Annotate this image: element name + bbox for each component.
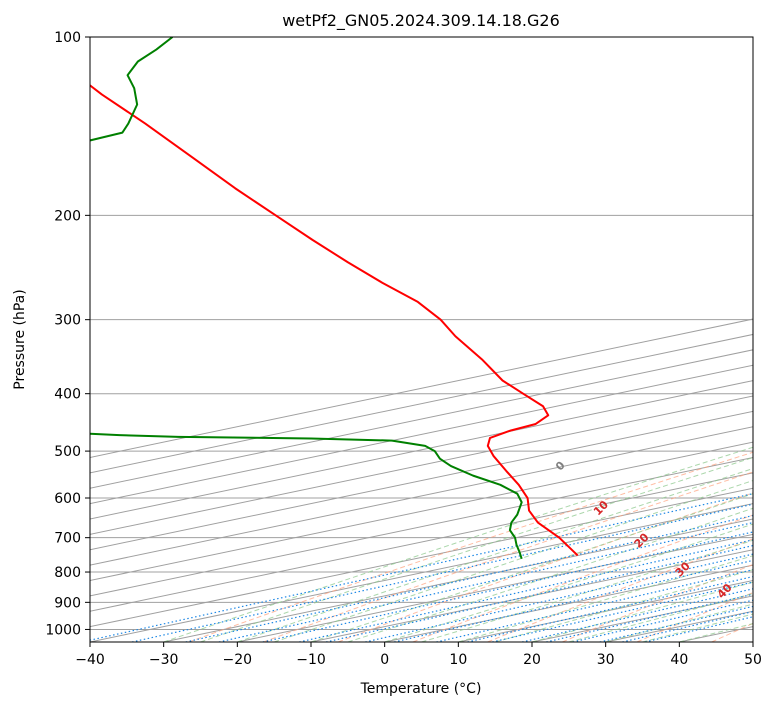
isotherm-line xyxy=(90,426,753,566)
dry-adiabat-line xyxy=(562,564,753,642)
mixing-ratio-line xyxy=(645,616,753,642)
moist-adiabat-line xyxy=(237,468,753,642)
moist-adiabat-line xyxy=(458,555,753,642)
moist-adiabats xyxy=(163,446,753,642)
isotherm-line xyxy=(90,333,753,474)
dry-adiabat-line xyxy=(636,592,753,642)
isotherm-line xyxy=(752,641,753,642)
plot-frame xyxy=(89,36,754,643)
x-axis-label: Temperature (°C) xyxy=(360,681,482,697)
temperature-profile-line xyxy=(90,84,579,557)
chart-title: wetPf2_GN05.2024.309.14.18.G26 xyxy=(282,11,560,31)
sounding-profiles xyxy=(90,37,579,560)
y-tick-label: 100 xyxy=(54,30,81,46)
isotherm-line xyxy=(90,349,753,489)
y-tick-label: 700 xyxy=(54,531,81,547)
isotherm-line xyxy=(90,472,753,612)
y-tick-label: 600 xyxy=(54,491,81,507)
x-tick-label: 0 xyxy=(380,652,389,668)
isotherm-line xyxy=(90,410,753,551)
mixing-ratio-line xyxy=(492,581,753,642)
mixing-ratio-line xyxy=(436,569,753,642)
isotherm-line xyxy=(90,395,753,535)
y-tick-label: 400 xyxy=(54,387,81,403)
isotherm-line xyxy=(90,364,753,505)
mixing-ratio-line xyxy=(521,588,753,642)
isotherm-line xyxy=(90,318,753,458)
dry-adiabat-line xyxy=(188,451,753,642)
isotherm-line xyxy=(237,533,753,642)
moist-adiabat-line xyxy=(495,569,753,642)
mixing-ratio-line xyxy=(546,593,753,642)
x-tick-label: 40 xyxy=(670,652,688,668)
moist-adiabat-label: 40 xyxy=(715,581,735,601)
isotherm-grid xyxy=(90,318,753,642)
dry-adiabat-line xyxy=(263,471,753,642)
x-tick-label: 30 xyxy=(597,652,615,668)
mixing-ratio-line xyxy=(90,493,753,641)
y-tick-label: 1000 xyxy=(45,622,81,638)
x-tick-label: −40 xyxy=(75,652,105,668)
moist-adiabat-line xyxy=(347,507,753,642)
y-axis-ticks: 100 200 300 400 500 600 700 800 900 1000 xyxy=(45,30,90,638)
y-tick-label: 800 xyxy=(54,565,81,581)
y-tick-label: 900 xyxy=(54,595,81,611)
moist-adiabat-line xyxy=(200,457,753,642)
isotherm-line xyxy=(90,487,753,628)
moist-adiabat-line xyxy=(531,581,753,642)
dry-adiabat-line xyxy=(338,492,753,642)
mixing-ratio-line xyxy=(572,599,753,642)
x-axis-ticks: −40 −30 −20 −10 0 10 20 30 40 50 xyxy=(75,642,762,668)
moist-adiabat-line xyxy=(642,613,753,642)
plot-area: 0.10.20.40.611.52346810131620253036−100−… xyxy=(90,37,753,642)
isobar-grid xyxy=(90,37,753,630)
y-tick-label: 300 xyxy=(54,313,81,329)
moist-adiabat-label: 10 xyxy=(591,498,611,518)
mixing-ratio-line xyxy=(131,503,753,642)
mixing-ratio-line xyxy=(467,575,753,642)
mixing-ratio-lines xyxy=(90,493,753,642)
x-tick-label: 10 xyxy=(449,652,467,668)
moist-adiabat-line xyxy=(421,539,753,642)
y-tick-label: 200 xyxy=(54,208,81,224)
isotherm-line xyxy=(605,610,753,642)
moist-adiabat-line xyxy=(605,603,753,642)
y-tick-label: 500 xyxy=(54,444,81,460)
x-tick-label: −20 xyxy=(223,652,253,668)
dry-adiabats xyxy=(188,451,753,642)
dry-adiabat-line xyxy=(487,538,753,642)
mixing-ratio-line xyxy=(325,544,753,642)
x-tick-label: 50 xyxy=(744,652,762,668)
x-tick-label: −30 xyxy=(149,652,179,668)
mixing-ratio-line xyxy=(394,559,753,642)
isotherm-line xyxy=(90,380,753,520)
moist-adiabat-line xyxy=(384,523,753,642)
y-axis-label: Pressure (hPa) xyxy=(12,289,28,389)
x-tick-label: −10 xyxy=(296,652,326,668)
isotherm-line xyxy=(163,518,753,642)
isotherm-line xyxy=(384,564,753,642)
isotherm-line xyxy=(90,456,753,597)
mixing-ratio-line xyxy=(365,553,753,642)
moist-adiabat-line xyxy=(274,480,753,642)
x-tick-label: 20 xyxy=(523,652,541,668)
moist-adiabat-line xyxy=(163,446,753,642)
dewpoint-profile-line xyxy=(90,37,523,560)
mixing-ratio-line xyxy=(262,531,753,642)
isotherm-line xyxy=(90,441,753,581)
